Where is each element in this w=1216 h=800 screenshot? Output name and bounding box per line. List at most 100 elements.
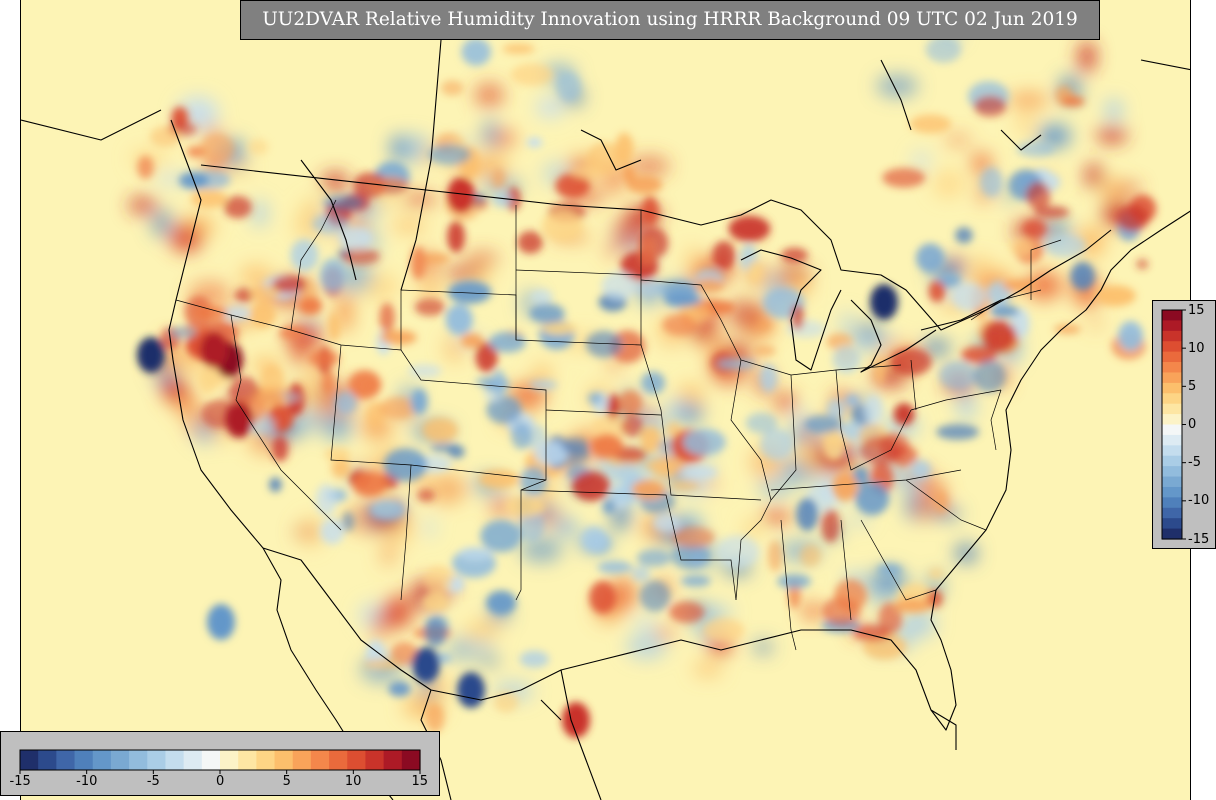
innovation-patch	[458, 546, 494, 562]
innovation-patch	[626, 175, 663, 194]
innovation-patch	[448, 445, 465, 459]
innovation-patch	[492, 369, 506, 397]
innovation-patch	[634, 614, 658, 633]
innovation-patch	[614, 132, 634, 166]
innovation-patch	[757, 480, 794, 496]
innovation-patch	[973, 359, 1007, 393]
colorbar-swatch	[1162, 507, 1182, 519]
colorbar-swatch	[56, 750, 76, 770]
innovation-patch	[192, 305, 228, 321]
colorbar-swatch	[1162, 486, 1182, 498]
colorbar-swatch	[274, 750, 294, 770]
colorbar-swatch	[1162, 330, 1182, 342]
innovation-patch	[448, 280, 492, 304]
innovation-patch	[416, 282, 444, 299]
innovation-patch	[680, 575, 711, 587]
innovation-extreme	[870, 284, 898, 320]
innovation-patch	[860, 435, 901, 465]
innovation-patch	[757, 320, 772, 331]
innovation-patch	[669, 601, 705, 623]
innovation-patch	[712, 240, 736, 270]
innovation-patch	[529, 303, 565, 324]
colorbar-swatch	[147, 750, 167, 770]
innovation-patch	[863, 394, 884, 424]
innovation-patch	[465, 252, 499, 266]
innovation-patch	[916, 243, 945, 273]
innovation-patch	[226, 161, 252, 174]
colorbar-swatch	[310, 750, 330, 770]
innovation-patch	[369, 499, 406, 522]
innovation-patch	[652, 463, 677, 479]
innovation-patch	[441, 80, 464, 96]
innovation-patch	[379, 539, 398, 568]
innovation-extreme	[447, 177, 475, 213]
innovation-patch	[621, 415, 644, 438]
innovation-patch	[542, 209, 583, 243]
innovation-patch	[1037, 124, 1072, 148]
colorbar-swatch	[165, 750, 185, 770]
innovation-patch	[692, 661, 723, 678]
innovation-patch	[973, 95, 1007, 117]
innovation-patch	[759, 364, 778, 393]
innovation-patch	[517, 231, 543, 254]
innovation-patch	[223, 195, 252, 219]
innovation-patch	[471, 639, 494, 655]
innovation-patch	[602, 499, 616, 514]
innovation-patch	[301, 197, 326, 221]
colorbar-tick-label: 0	[216, 774, 225, 789]
innovation-patch	[1084, 163, 1103, 189]
innovation-patch	[612, 502, 630, 531]
innovation-patch	[1118, 321, 1144, 351]
innovation-patch	[832, 472, 858, 502]
innovation-patch	[298, 296, 323, 316]
innovation-patch	[873, 356, 887, 385]
innovation-patch	[589, 581, 616, 614]
innovation-patch	[1033, 205, 1070, 219]
innovation-patch	[640, 426, 662, 453]
innovation-patch	[1100, 177, 1126, 198]
innovation-patch	[920, 339, 952, 356]
innovation-patch	[1094, 285, 1136, 307]
innovation-patch	[1025, 270, 1063, 301]
innovation-patch	[618, 390, 643, 416]
innovation-patch	[877, 563, 903, 576]
innovation-patch	[279, 326, 307, 339]
innovation-patch	[553, 518, 579, 536]
innovation-patch	[928, 567, 944, 580]
innovation-patch	[486, 590, 517, 615]
innovation-patch	[271, 276, 307, 294]
colorbar-tick-label: -15	[1188, 531, 1210, 547]
innovation-patch	[492, 191, 514, 208]
innovation-patch	[1007, 92, 1050, 108]
innovation-patch	[670, 543, 711, 569]
colorbar-swatch	[1162, 497, 1182, 509]
innovation-patch	[169, 326, 197, 339]
innovation-patch	[655, 626, 675, 640]
colorbar-tick-label: 15	[411, 774, 429, 789]
innovation-patch	[666, 400, 688, 417]
innovation-patch	[832, 345, 861, 374]
innovation-extreme	[457, 672, 485, 708]
innovation-patch	[424, 617, 447, 648]
innovation-patch	[474, 83, 505, 108]
innovation-patch	[197, 366, 219, 395]
innovation-patch	[927, 508, 963, 520]
innovation-patch	[321, 411, 353, 441]
innovation-patch	[662, 313, 700, 336]
innovation-patch	[804, 415, 842, 434]
innovation-patch	[478, 469, 520, 489]
innovation-patch	[533, 440, 569, 466]
colorbar-swatch	[365, 750, 385, 770]
innovation-patch	[491, 168, 506, 189]
colorbar-swatch	[401, 750, 421, 770]
map-panel[interactable]	[20, 0, 1191, 800]
innovation-patch	[400, 192, 439, 206]
innovation-patch	[777, 573, 812, 589]
innovation-patch	[421, 417, 459, 443]
innovation-patch	[483, 118, 498, 149]
innovation-patch	[893, 598, 932, 613]
innovation-patch	[607, 393, 620, 422]
innovation-patch	[137, 155, 154, 180]
innovation-patch	[672, 526, 715, 548]
colorbar-tick-label: -5	[146, 774, 160, 789]
